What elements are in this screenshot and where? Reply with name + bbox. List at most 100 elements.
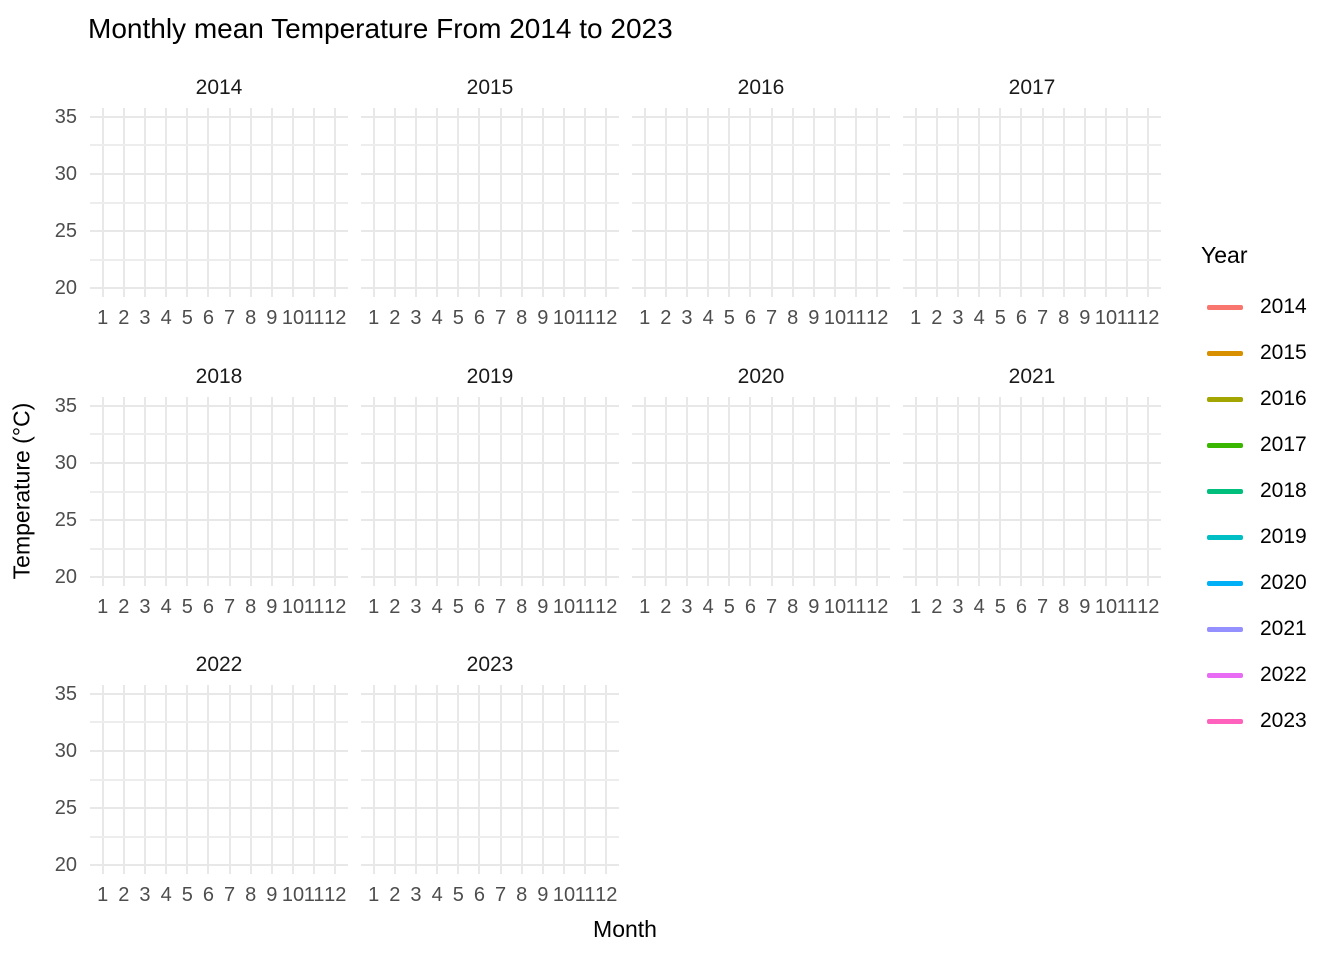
facet-strip-2016: 2016 (737, 76, 785, 99)
x-tick-label: 3 (681, 307, 693, 329)
gridline-y-major-30 (361, 749, 619, 752)
legend-label-2019: 2019 (1260, 525, 1307, 548)
gridline-y-major-35 (90, 404, 348, 407)
x-tick-label: 2 (660, 596, 672, 618)
y-axis-title: Temperature (°C) (8, 402, 35, 580)
x-tick-label: 11 (1116, 307, 1138, 329)
x-tick-label: 9 (808, 307, 820, 329)
gridline-y-major-30 (361, 461, 619, 464)
gridline-y-major-30 (90, 172, 348, 175)
legend-label-2015: 2015 (1260, 341, 1307, 364)
x-tick-label: 9 (808, 596, 820, 618)
x-tick-label: 10 (281, 596, 305, 618)
gridline-y-major-25 (361, 230, 619, 233)
x-tick-label: 11 (574, 596, 596, 618)
legend-label-2022: 2022 (1260, 663, 1307, 686)
gridline-y-major-25 (632, 230, 890, 233)
gridline-y-major-35 (632, 115, 890, 118)
x-tick-label: 1 (368, 307, 380, 329)
y-tick-label: 30 (54, 451, 77, 474)
facet-panel-2023 (361, 685, 619, 874)
legend-key-2015 (1207, 350, 1243, 356)
gridline-y-major-35 (90, 692, 348, 695)
x-tick-label: 1 (97, 307, 109, 329)
legend-key-2014 (1207, 304, 1243, 310)
gridline-y-major-25 (361, 519, 619, 522)
y-tick-label: 20 (54, 277, 77, 300)
x-tick-label: 8 (245, 884, 257, 906)
gridline-y-major-35 (903, 115, 1161, 118)
gridline-y-major-20 (90, 864, 348, 867)
gridline-y-minor-32.5 (903, 144, 1161, 147)
x-tick-label: 5 (452, 884, 464, 906)
gridline-y-major-20 (361, 864, 619, 867)
gridline-y-major-20 (90, 287, 348, 290)
x-tick-label: 9 (537, 307, 549, 329)
gridline-y-major-25 (90, 519, 348, 522)
gridline-y-minor-22.5 (632, 258, 890, 261)
x-tick-label: 6 (473, 307, 485, 329)
y-tick-label: 25 (54, 220, 77, 243)
x-tick-label: 3 (139, 307, 151, 329)
x-tick-label: 8 (787, 307, 799, 329)
gridline-y-major-35 (361, 404, 619, 407)
gridline-y-minor-32.5 (90, 144, 348, 147)
x-tick-label: 3 (410, 596, 422, 618)
legend-key-2021 (1207, 626, 1243, 632)
x-tick-label: 1 (368, 596, 380, 618)
x-tick-label: 6 (473, 884, 485, 906)
x-tick-label: 4 (160, 596, 172, 618)
x-tick-label: 6 (202, 884, 214, 906)
legend-label-2016: 2016 (1260, 387, 1307, 410)
gridline-y-major-25 (90, 807, 348, 810)
x-tick-label: 7 (766, 307, 778, 329)
gridline-y-major-35 (90, 115, 348, 118)
gridline-y-minor-22.5 (632, 547, 890, 550)
gridline-y-minor-32.5 (90, 433, 348, 436)
gridline-y-minor-32.5 (903, 433, 1161, 436)
gridline-y-minor-22.5 (903, 258, 1161, 261)
x-tick-label: 7 (495, 884, 507, 906)
x-tick-label: 3 (410, 307, 422, 329)
x-tick-label: 10 (552, 307, 576, 329)
gridline-y-major-25 (903, 230, 1161, 233)
x-tick-label: 9 (1079, 307, 1091, 329)
y-tick-label: 35 (54, 394, 77, 417)
gridline-y-major-30 (903, 172, 1161, 175)
gridline-y-minor-27.5 (903, 201, 1161, 204)
x-tick-label: 12 (324, 884, 347, 906)
gridline-y-major-35 (361, 115, 619, 118)
legend-key-2020 (1207, 580, 1243, 586)
x-tick-label: 1 (97, 596, 109, 618)
x-tick-label: 5 (452, 307, 464, 329)
gridline-y-major-25 (361, 807, 619, 810)
legend-label-2018: 2018 (1260, 479, 1307, 502)
x-tick-label: 2 (931, 596, 943, 618)
gridline-y-major-30 (361, 172, 619, 175)
x-tick-label: 1 (368, 884, 380, 906)
facet-strip-2014: 2014 (195, 76, 243, 99)
gridline-y-major-35 (903, 404, 1161, 407)
gridline-y-minor-22.5 (361, 258, 619, 261)
x-tick-label: 4 (702, 307, 714, 329)
x-tick-label: 6 (744, 307, 756, 329)
x-tick-label: 5 (994, 307, 1006, 329)
gridline-y-major-20 (90, 576, 348, 579)
x-tick-label: 4 (702, 596, 714, 618)
x-tick-label: 8 (1058, 307, 1070, 329)
gridline-y-minor-27.5 (361, 778, 619, 781)
x-tick-label: 11 (303, 307, 325, 329)
x-tick-label: 5 (723, 596, 735, 618)
x-tick-label: 11 (1116, 596, 1138, 618)
facet-strip-2021: 2021 (1008, 365, 1056, 388)
facet-strip-2019: 2019 (466, 365, 514, 388)
x-tick-label: 5 (181, 596, 193, 618)
gridline-y-major-20 (903, 287, 1161, 290)
gridline-y-minor-27.5 (90, 490, 348, 493)
x-tick-label: 7 (1037, 307, 1049, 329)
x-tick-label: 4 (160, 884, 172, 906)
x-tick-label: 6 (744, 596, 756, 618)
facet-strip-2023: 2023 (466, 653, 514, 676)
x-tick-label: 10 (1094, 596, 1118, 618)
